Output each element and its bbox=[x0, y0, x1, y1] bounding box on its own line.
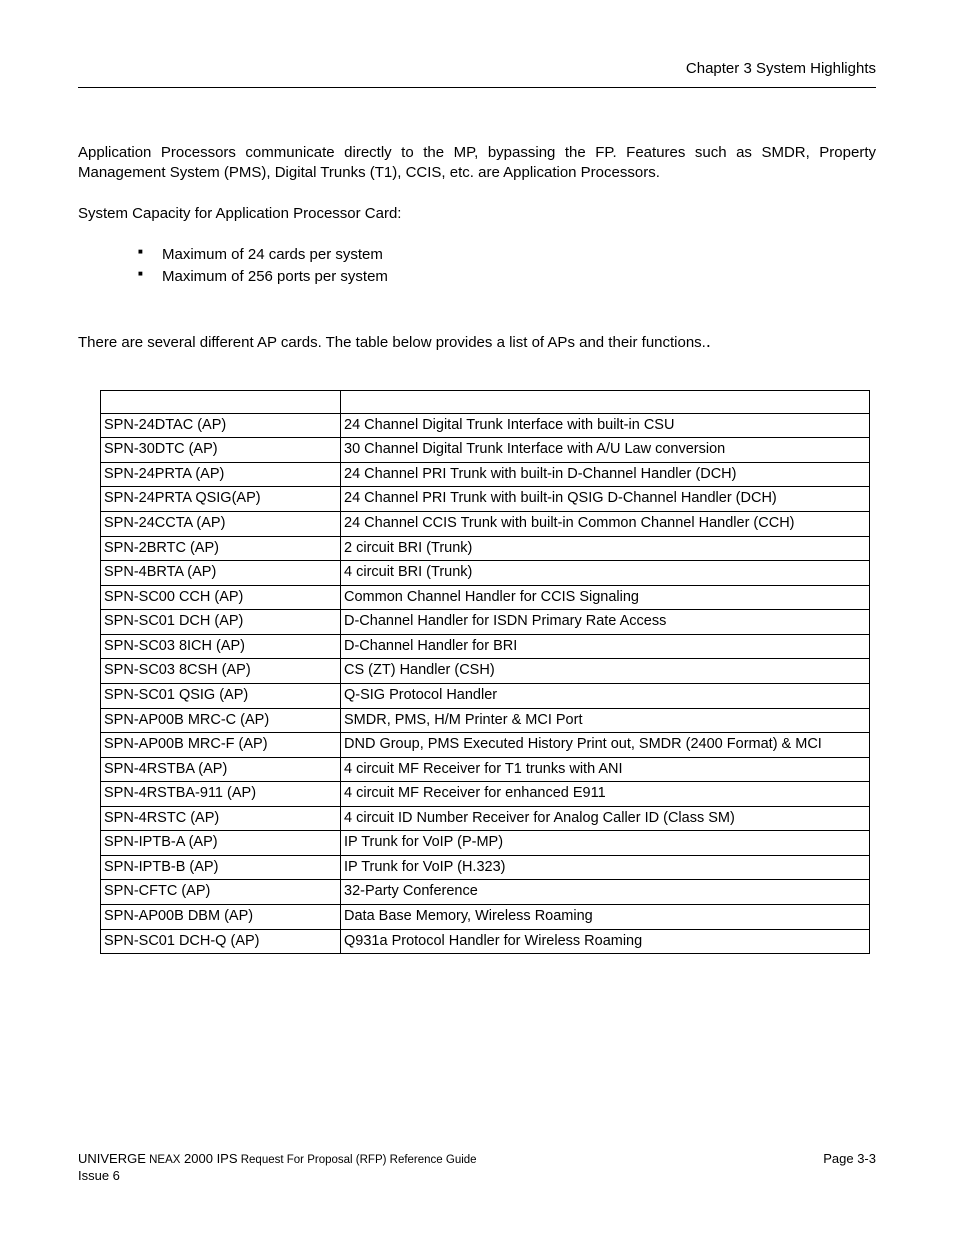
table-row: SPN-4RSTBA (AP)4 circuit MF Receiver for… bbox=[101, 757, 870, 782]
ap-card-desc: 4 circuit MF Receiver for T1 trunks with… bbox=[341, 757, 870, 782]
table-header-row bbox=[101, 390, 870, 413]
ap-card-name: SPN-4RSTC (AP) bbox=[101, 806, 341, 831]
chapter-label: Chapter 3 System Highlights bbox=[686, 60, 876, 77]
ap-card-name: SPN-4RSTBA (AP) bbox=[101, 757, 341, 782]
ap-card-name: SPN-AP00B MRC-C (AP) bbox=[101, 708, 341, 733]
ap-card-desc: Q931a Protocol Handler for Wireless Roam… bbox=[341, 929, 870, 954]
page-footer: UNIVERGE NEAX 2000 IPS Request For Propo… bbox=[78, 1151, 876, 1185]
table-row: SPN-IPTB-A (AP)IP Trunk for VoIP (P-MP) bbox=[101, 831, 870, 856]
table-row: SPN-SC01 QSIG (AP)Q-SIG Protocol Handler bbox=[101, 683, 870, 708]
bullet-item: Maximum of 24 cards per system bbox=[138, 244, 876, 267]
ap-card-name: SPN-AP00B DBM (AP) bbox=[101, 905, 341, 930]
table-row: SPN-IPTB-B (AP)IP Trunk for VoIP (H.323) bbox=[101, 855, 870, 880]
ap-card-name: SPN-24CCTA (AP) bbox=[101, 512, 341, 537]
ap-card-desc: D-Channel Handler for ISDN Primary Rate … bbox=[341, 610, 870, 635]
ap-card-name: SPN-AP00B MRC-F (AP) bbox=[101, 733, 341, 758]
table-row: SPN-24DTAC (AP)24 Channel Digital Trunk … bbox=[101, 413, 870, 438]
ap-card-desc: CS (ZT) Handler (CSH) bbox=[341, 659, 870, 684]
ap-card-name: SPN-24PRTA (AP) bbox=[101, 462, 341, 487]
table-row: SPN-SC01 DCH-Q (AP)Q931a Protocol Handle… bbox=[101, 929, 870, 954]
table-row: SPN-SC01 DCH (AP)D-Channel Handler for I… bbox=[101, 610, 870, 635]
table-row: SPN-4RSTC (AP)4 circuit ID Number Receiv… bbox=[101, 806, 870, 831]
ap-card-desc: 24 Channel PRI Trunk with built-in D-Cha… bbox=[341, 462, 870, 487]
table-row: SPN-24CCTA (AP)24 Channel CCIS Trunk wit… bbox=[101, 512, 870, 537]
table-row: SPN-4BRTA (AP)4 circuit BRI (Trunk) bbox=[101, 561, 870, 586]
ap-card-desc: Data Base Memory, Wireless Roaming bbox=[341, 905, 870, 930]
ap-card-name: SPN-4RSTBA-911 (AP) bbox=[101, 782, 341, 807]
page-header: Chapter 3 System Highlights bbox=[78, 60, 876, 87]
table-row: SPN-AP00B DBM (AP)Data Base Memory, Wire… bbox=[101, 905, 870, 930]
ap-card-desc: D-Channel Handler for BRI bbox=[341, 634, 870, 659]
paragraph-1: Application Processors communicate direc… bbox=[78, 143, 876, 184]
ap-card-desc: SMDR, PMS, H/M Printer & MCI Port bbox=[341, 708, 870, 733]
ap-card-name: SPN-30DTC (AP) bbox=[101, 438, 341, 463]
ap-card-desc: 30 Channel Digital Trunk Interface with … bbox=[341, 438, 870, 463]
table-row: SPN-SC03 8ICH (AP)D-Channel Handler for … bbox=[101, 634, 870, 659]
ap-card-desc: 32-Party Conference bbox=[341, 880, 870, 905]
ap-cards-table: SPN-24DTAC (AP)24 Channel Digital Trunk … bbox=[100, 390, 870, 954]
paragraph-2: System Capacity for Application Processo… bbox=[78, 204, 876, 224]
ap-card-name: SPN-IPTB-B (AP) bbox=[101, 855, 341, 880]
bullet-item: Maximum of 256 ports per system bbox=[138, 266, 876, 289]
ap-card-desc: Q-SIG Protocol Handler bbox=[341, 683, 870, 708]
ap-card-name: SPN-SC03 8CSH (AP) bbox=[101, 659, 341, 684]
page-number: Page 3-3 bbox=[823, 1151, 876, 1168]
ap-card-desc: 2 circuit BRI (Trunk) bbox=[341, 536, 870, 561]
ap-card-desc: 4 circuit MF Receiver for enhanced E911 bbox=[341, 782, 870, 807]
table-row: SPN-AP00B MRC-F (AP)DND Group, PMS Execu… bbox=[101, 733, 870, 758]
header-rule bbox=[78, 87, 876, 88]
ap-card-desc: DND Group, PMS Executed History Print ou… bbox=[341, 733, 870, 758]
ap-card-desc: Common Channel Handler for CCIS Signalin… bbox=[341, 585, 870, 610]
ap-card-desc: 4 circuit ID Number Receiver for Analog … bbox=[341, 806, 870, 831]
ap-card-name: SPN-SC01 QSIG (AP) bbox=[101, 683, 341, 708]
ap-card-desc: 24 Channel CCIS Trunk with built-in Comm… bbox=[341, 512, 870, 537]
table-row: SPN-24PRTA QSIG(AP)24 Channel PRI Trunk … bbox=[101, 487, 870, 512]
table-row: SPN-24PRTA (AP)24 Channel PRI Trunk with… bbox=[101, 462, 870, 487]
capacity-bullets: Maximum of 24 cards per system Maximum o… bbox=[78, 244, 876, 289]
ap-table-body: SPN-24DTAC (AP)24 Channel Digital Trunk … bbox=[101, 390, 870, 953]
ap-card-name: SPN-SC03 8ICH (AP) bbox=[101, 634, 341, 659]
ap-card-name: SPN-SC00 CCH (AP) bbox=[101, 585, 341, 610]
table-row: SPN-AP00B MRC-C (AP)SMDR, PMS, H/M Print… bbox=[101, 708, 870, 733]
ap-card-desc: 24 Channel Digital Trunk Interface with … bbox=[341, 413, 870, 438]
ap-card-name: SPN-2BRTC (AP) bbox=[101, 536, 341, 561]
table-row: SPN-CFTC (AP)32-Party Conference bbox=[101, 880, 870, 905]
table-row: SPN-SC03 8CSH (AP)CS (ZT) Handler (CSH) bbox=[101, 659, 870, 684]
ap-card-name: SPN-SC01 DCH (AP) bbox=[101, 610, 341, 635]
table-row: SPN-SC00 CCH (AP)Common Channel Handler … bbox=[101, 585, 870, 610]
ap-card-name: SPN-24DTAC (AP) bbox=[101, 413, 341, 438]
ap-card-desc: 4 circuit BRI (Trunk) bbox=[341, 561, 870, 586]
ap-card-desc: IP Trunk for VoIP (H.323) bbox=[341, 855, 870, 880]
ap-card-name: SPN-CFTC (AP) bbox=[101, 880, 341, 905]
ap-card-name: SPN-IPTB-A (AP) bbox=[101, 831, 341, 856]
ap-card-name: SPN-SC01 DCH-Q (AP) bbox=[101, 929, 341, 954]
ap-card-name: SPN-24PRTA QSIG(AP) bbox=[101, 487, 341, 512]
issue-number: Issue 6 bbox=[78, 1168, 120, 1185]
footer-title: UNIVERGE NEAX 2000 IPS Request For Propo… bbox=[78, 1151, 477, 1168]
ap-card-desc: IP Trunk for VoIP (P-MP) bbox=[341, 831, 870, 856]
table-row: SPN-2BRTC (AP)2 circuit BRI (Trunk) bbox=[101, 536, 870, 561]
table-row: SPN-4RSTBA-911 (AP)4 circuit MF Receiver… bbox=[101, 782, 870, 807]
table-row: SPN-30DTC (AP)30 Channel Digital Trunk I… bbox=[101, 438, 870, 463]
ap-card-desc: 24 Channel PRI Trunk with built-in QSIG … bbox=[341, 487, 870, 512]
ap-card-name: SPN-4BRTA (AP) bbox=[101, 561, 341, 586]
paragraph-3: There are several different AP cards. Th… bbox=[78, 331, 876, 352]
